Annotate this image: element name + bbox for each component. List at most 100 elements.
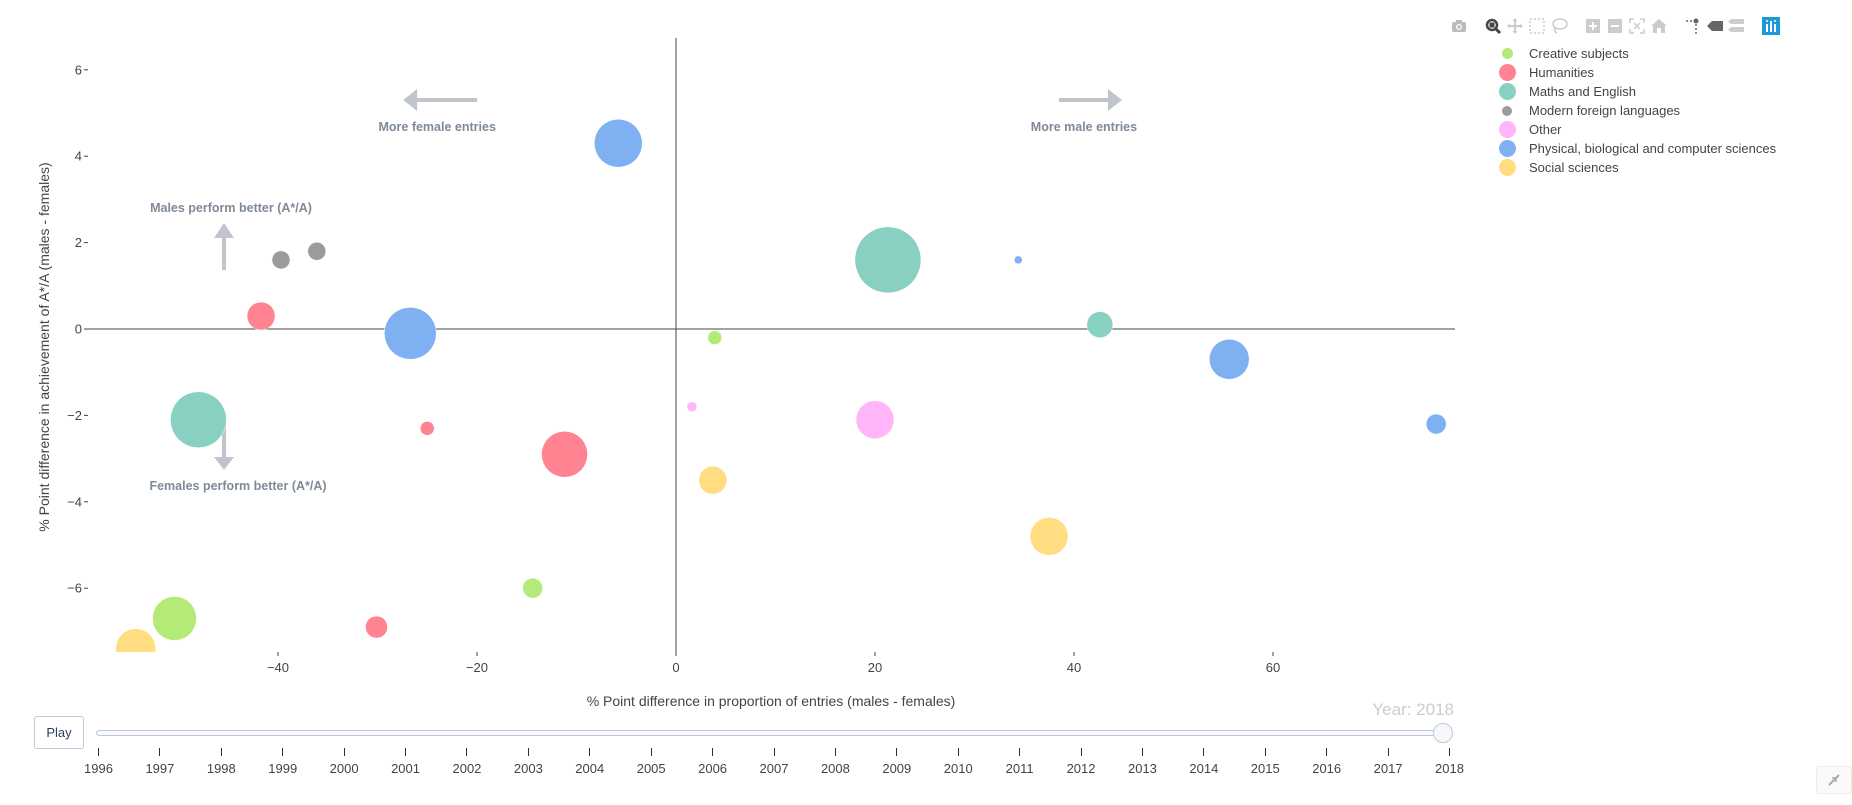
slider-year-label[interactable]: 2016	[1312, 761, 1342, 776]
legend-item[interactable]: Modern foreign languages	[1490, 101, 1776, 120]
bubble[interactable]	[855, 400, 895, 439]
bubble[interactable]	[594, 118, 643, 168]
bubble[interactable]	[522, 577, 543, 599]
bubble[interactable]	[854, 226, 922, 294]
svg-text:Males perform better (A*/A): Males perform better (A*/A)	[150, 201, 312, 215]
spike-lines-button[interactable]	[1682, 16, 1704, 36]
slider-year-label[interactable]: 2008	[820, 761, 850, 776]
bubble[interactable]	[1425, 413, 1447, 435]
camera-button[interactable]	[1448, 16, 1470, 36]
zoom-in-button[interactable]	[1582, 16, 1604, 36]
legend-marker-icon	[1492, 83, 1522, 100]
bubble[interactable]	[1014, 255, 1023, 265]
legend-marker-icon	[1492, 140, 1522, 157]
x-tick-label: −20	[466, 660, 488, 675]
y-tick-label: −6	[67, 581, 82, 596]
lasso-select-button[interactable]	[1548, 16, 1570, 36]
bubble[interactable]	[686, 401, 698, 413]
arrow-up-icon	[214, 223, 234, 238]
svg-text:More female entries: More female entries	[378, 120, 495, 134]
bubble[interactable]	[541, 431, 588, 478]
legend-marker-icon	[1492, 121, 1522, 138]
slider-year-label[interactable]: 2011	[1005, 761, 1034, 776]
year-slider-ticks: 1996 1997 1998 1999 2000 2001 2002 2003 2004 2005…	[0, 748, 1852, 788]
bubble[interactable]	[152, 596, 197, 641]
series-humanities[interactable]	[246, 301, 588, 639]
slider-tick	[1019, 748, 1021, 756]
year-slider-rail[interactable]	[96, 730, 1452, 736]
lasso-select-icon	[1552, 18, 1568, 34]
slider-year-label[interactable]: 2017	[1373, 761, 1403, 776]
home-button[interactable]	[1648, 16, 1670, 36]
slider-year-label[interactable]: 2003	[513, 761, 543, 776]
bubble[interactable]	[246, 301, 276, 331]
series-physical-biological-and-computer-sciences[interactable]	[384, 118, 1447, 435]
hover-closest-button[interactable]	[1704, 16, 1726, 36]
bubble[interactable]	[115, 628, 156, 669]
slider-tick	[282, 748, 284, 756]
slider-year-label[interactable]: 1996	[84, 761, 113, 776]
slider-year-label[interactable]: 1998	[206, 761, 236, 776]
slider-tick	[834, 748, 836, 756]
slider-tick	[1080, 748, 1082, 756]
pan-button[interactable]	[1504, 16, 1526, 36]
slider-year-label[interactable]: 2013	[1127, 761, 1157, 776]
hover-compare-button[interactable]	[1726, 16, 1748, 36]
zoom-button[interactable]	[1482, 16, 1504, 36]
series-creative-subjects[interactable]	[152, 330, 723, 641]
slider-year-label[interactable]: 2002	[452, 761, 482, 776]
bubble[interactable]	[307, 241, 327, 261]
bubbles[interactable]	[115, 118, 1447, 669]
slider-year-label[interactable]: 2007	[759, 761, 789, 776]
bubble[interactable]	[698, 465, 728, 495]
series-social-sciences[interactable]	[115, 465, 1069, 669]
slider-year-label[interactable]: 2001	[391, 761, 420, 776]
bubble[interactable]	[1086, 311, 1114, 338]
slider-year-label[interactable]: 2006	[698, 761, 728, 776]
year-slider-handle[interactable]	[1433, 723, 1453, 743]
slider-year-label[interactable]: 2010	[943, 761, 973, 776]
resize-corner-button[interactable]	[1816, 766, 1852, 794]
plotly-logo-button[interactable]	[1760, 16, 1782, 36]
bubble[interactable]	[271, 250, 291, 270]
bubble[interactable]	[384, 307, 437, 360]
box-select-button[interactable]	[1526, 16, 1548, 36]
legend-item[interactable]: Physical, biological and computer scienc…	[1490, 139, 1776, 158]
legend-item[interactable]: Other	[1490, 120, 1776, 139]
legend-item[interactable]: Maths and English	[1490, 82, 1776, 101]
bubble[interactable]	[365, 615, 388, 639]
autoscale-button[interactable]	[1626, 16, 1648, 36]
annotation: Males perform better (A*/A)	[150, 201, 312, 270]
play-button[interactable]: Play	[34, 716, 84, 749]
slider-year-label[interactable]: 2005	[636, 761, 666, 776]
series-maths-and-english[interactable]	[170, 226, 1114, 448]
pan-icon	[1507, 18, 1523, 34]
slider-year-label[interactable]: 1997	[145, 761, 175, 776]
y-tick-label: −4	[67, 494, 82, 509]
slider-tick	[712, 748, 714, 756]
series-other[interactable]	[686, 400, 895, 439]
bubble[interactable]	[170, 391, 227, 448]
slider-year-label[interactable]: 2004	[575, 761, 605, 776]
zoom-out-button[interactable]	[1604, 16, 1626, 36]
bubble[interactable]	[707, 330, 723, 345]
slider-year-label[interactable]: 2018	[1435, 761, 1464, 776]
legend-item[interactable]: Humanities	[1490, 63, 1776, 82]
x-tick-label: 0	[672, 660, 679, 675]
slider-year-label[interactable]: 1999	[268, 761, 298, 776]
slider-year-label[interactable]: 2009	[882, 761, 912, 776]
x-axis-title: % Point difference in proportion of entr…	[587, 693, 956, 709]
bubble[interactable]	[1208, 338, 1250, 380]
legend-label: Creative subjects	[1529, 46, 1629, 61]
slider-year-label[interactable]: 2014	[1189, 761, 1219, 776]
slider-year-label[interactable]: 2000	[329, 761, 359, 776]
bubble[interactable]	[420, 421, 435, 436]
bubble[interactable]	[1029, 517, 1069, 556]
legend-item[interactable]: Social sciences	[1490, 158, 1776, 177]
series-modern-foreign-languages[interactable]	[271, 241, 327, 270]
legend-marker-icon	[1492, 64, 1522, 81]
legend-item[interactable]: Creative subjects	[1490, 44, 1776, 63]
slider-year-label[interactable]: 2015	[1250, 761, 1280, 776]
slider-year-label[interactable]: 2012	[1066, 761, 1096, 776]
